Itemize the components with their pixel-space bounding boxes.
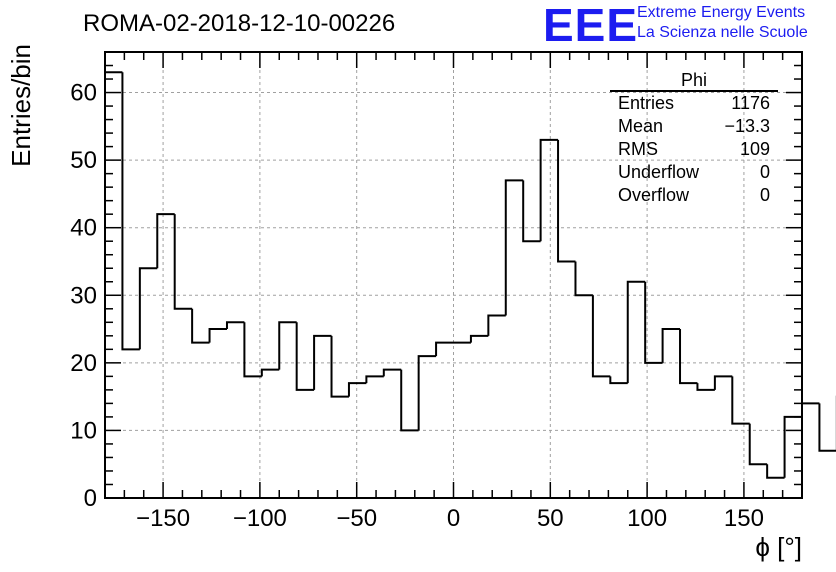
x-tick-label: 0 <box>447 505 460 532</box>
histogram-bin <box>557 139 576 263</box>
histogram-bin <box>644 281 663 364</box>
histogram-bin <box>469 334 489 343</box>
histogram-bin <box>522 180 541 243</box>
histogram-bin <box>731 376 750 425</box>
histogram-bin <box>417 355 437 431</box>
run-title: ROMA-02-2018-12-10-00226 <box>83 10 396 37</box>
histogram-bin <box>104 71 123 498</box>
stats-value: 0 <box>759 162 770 182</box>
stats-key: Entries <box>618 93 675 113</box>
x-tick-label: 150 <box>724 505 764 532</box>
histogram-bin <box>243 322 262 378</box>
eee-logo-line2: La Scienza nelle Scuole <box>637 24 808 41</box>
histogram-bin <box>260 368 280 377</box>
stats-value: 0 <box>759 185 770 205</box>
x-tick-label: −150 <box>136 505 190 532</box>
stats-title: Phi <box>610 68 778 92</box>
eee-logo-line1: Extreme Energy Events <box>637 4 806 21</box>
histogram-bin <box>121 72 140 351</box>
y-tick-label: 50 <box>70 147 97 174</box>
histogram-bin <box>173 214 193 310</box>
histogram-series <box>104 71 836 498</box>
histogram-bin <box>347 382 367 397</box>
stats-row-overflow: Overflow 0 <box>610 184 778 207</box>
stats-value: 1176 <box>731 93 770 113</box>
histogram-bin <box>818 403 836 452</box>
histogram-bin <box>713 375 733 390</box>
stats-box: Phi Entries 1176 Mean −13.3 RMS 109 Unde… <box>610 68 778 207</box>
histogram-bin <box>400 369 419 432</box>
histogram-bin <box>295 322 315 391</box>
histogram-bin <box>539 138 559 242</box>
y-tick-label: 0 <box>84 485 97 512</box>
histogram-bin <box>278 321 297 370</box>
stats-value: 109 <box>739 139 770 159</box>
histogram-bin <box>208 328 227 343</box>
histogram-bin <box>661 328 681 363</box>
stats-value: −13.3 <box>724 116 770 136</box>
x-axis-label: ϕ [°] <box>755 532 802 562</box>
histogram-bin <box>365 375 384 384</box>
y-axis-label: Entries/bin <box>6 44 36 167</box>
stats-row-rms: RMS 109 <box>610 138 778 161</box>
x-tick-label: −50 <box>336 505 377 532</box>
histogram-bin <box>138 267 158 350</box>
histogram-bin <box>382 368 402 377</box>
histogram-bin <box>487 314 506 336</box>
histogram-bin <box>435 341 454 357</box>
histogram-bin <box>330 335 349 398</box>
histogram-bin <box>801 402 820 417</box>
x-tick-label: −100 <box>233 505 287 532</box>
histogram-bin <box>783 415 802 478</box>
y-tick-label: 10 <box>70 417 97 444</box>
histogram-bin <box>156 213 175 269</box>
x-tick-label: 50 <box>537 505 564 532</box>
histogram-bin <box>574 261 593 297</box>
histogram-bin <box>191 308 210 344</box>
y-tick-label: 20 <box>70 350 97 377</box>
stats-row-mean: Mean −13.3 <box>610 115 778 138</box>
histogram-bin <box>679 329 698 385</box>
stats-row-entries: Entries 1176 <box>610 92 778 115</box>
axis-ticks <box>104 51 803 499</box>
eee-logo: EEE <box>543 0 639 51</box>
stats-key: RMS <box>618 139 658 159</box>
tick-labels: −150 −100 −50 0 50 100 150 0 10 20 30 40 50 60 <box>70 80 764 532</box>
stats-row-underflow: Underflow 0 <box>610 161 778 184</box>
histogram-bin <box>591 295 611 378</box>
histogram-bin <box>225 321 245 330</box>
y-tick-label: 60 <box>70 80 97 107</box>
histogram-bin <box>504 179 524 316</box>
histogram-bin <box>313 334 332 390</box>
histogram-bin <box>626 280 646 384</box>
grid-lines <box>105 52 802 498</box>
histogram-bin <box>609 376 628 385</box>
histogram-bin <box>748 423 768 466</box>
stats-key: Overflow <box>618 185 690 205</box>
x-tick-label: 100 <box>627 505 667 532</box>
stats-key: Underflow <box>618 162 700 182</box>
stats-key: Mean <box>618 116 664 136</box>
y-tick-label: 40 <box>70 215 97 242</box>
histogram-bin <box>766 464 785 479</box>
histogram-bin <box>696 383 715 391</box>
y-tick-label: 30 <box>70 282 97 309</box>
